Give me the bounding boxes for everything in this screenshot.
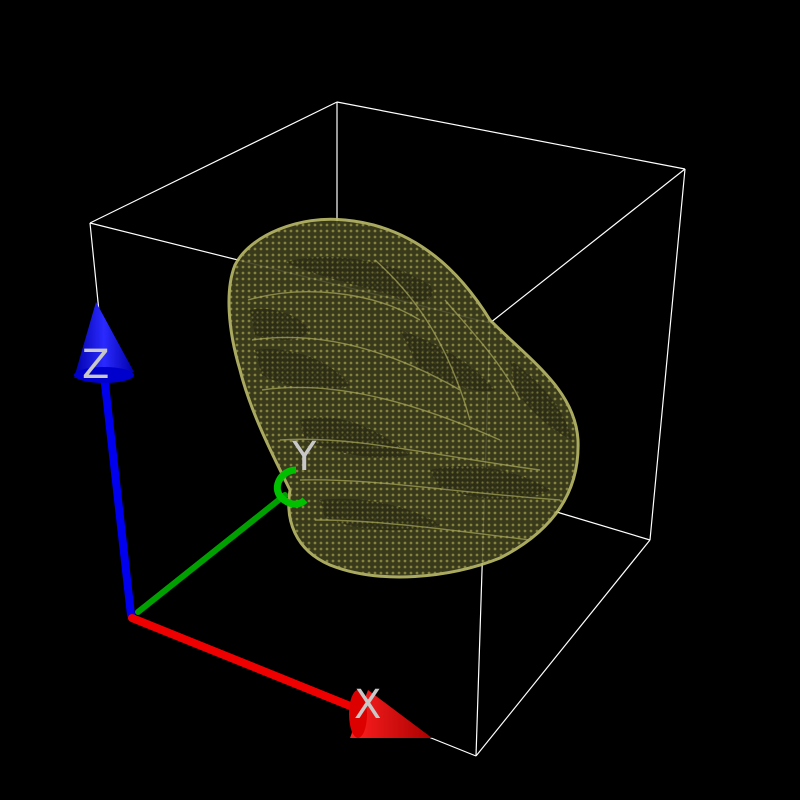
voxel-contours	[247, 259, 561, 541]
x-axis	[128, 614, 432, 738]
z-axis-label: Z	[82, 342, 109, 388]
y-axis	[135, 466, 308, 615]
axes-triad	[74, 302, 432, 738]
voxel-terraces	[250, 256, 572, 531]
x-axis-label: X	[354, 682, 381, 728]
x-axis-arrowhead	[350, 690, 432, 738]
y-axis-label: Y	[291, 434, 317, 480]
y-axis-arrowhead	[273, 466, 308, 508]
z-axis	[74, 302, 135, 619]
voxel-object[interactable]	[227, 217, 580, 579]
z-axis-arrowhead	[74, 302, 134, 378]
